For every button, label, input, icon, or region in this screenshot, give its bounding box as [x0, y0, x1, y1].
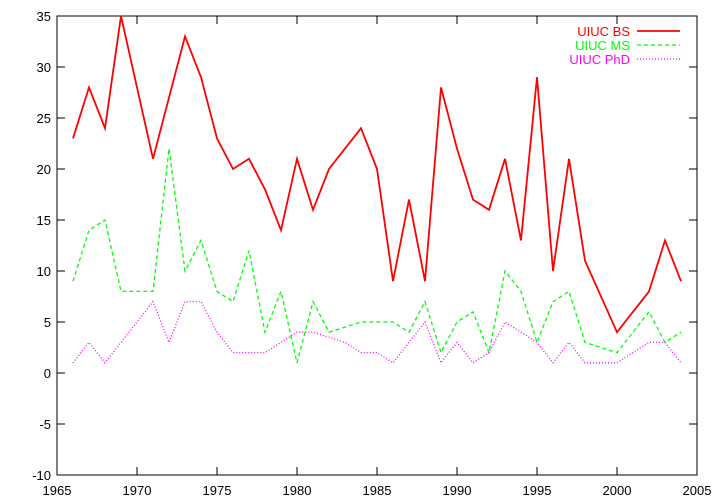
series-line-uiuc-ms: [72, 148, 682, 363]
x-tick-label: 2005: [683, 483, 712, 498]
x-tick-label: 1975: [203, 483, 232, 498]
x-tick-label: 1985: [363, 483, 392, 498]
legend-label: UIUC MS: [575, 38, 630, 53]
series-line-uiuc-bs: [72, 15, 682, 334]
legend-label: UIUC BS: [577, 24, 630, 39]
x-tick-label: 1990: [443, 483, 472, 498]
y-tick-label: 5: [44, 315, 51, 330]
y-tick-label: 10: [37, 264, 51, 279]
y-tick-label: 15: [37, 213, 51, 228]
legend-label: UIUC PhD: [569, 52, 630, 67]
y-tick-label: 20: [37, 162, 51, 177]
y-tick-label: -5: [39, 417, 51, 432]
series-line-uiuc-phd: [72, 300, 682, 365]
x-tick-label: 1980: [283, 483, 312, 498]
y-tick-label: 25: [37, 111, 51, 126]
x-tick-label: 1970: [123, 483, 152, 498]
y-tick-label: 0: [44, 366, 51, 381]
x-tick-label: 1965: [43, 483, 72, 498]
y-tick-label: 30: [37, 60, 51, 75]
x-tick-label: 2000: [603, 483, 632, 498]
y-tick-label: 35: [37, 9, 51, 24]
y-tick-label: -10: [32, 468, 51, 483]
x-tick-label: 1995: [523, 483, 552, 498]
plot-frame: [56, 15, 698, 476]
